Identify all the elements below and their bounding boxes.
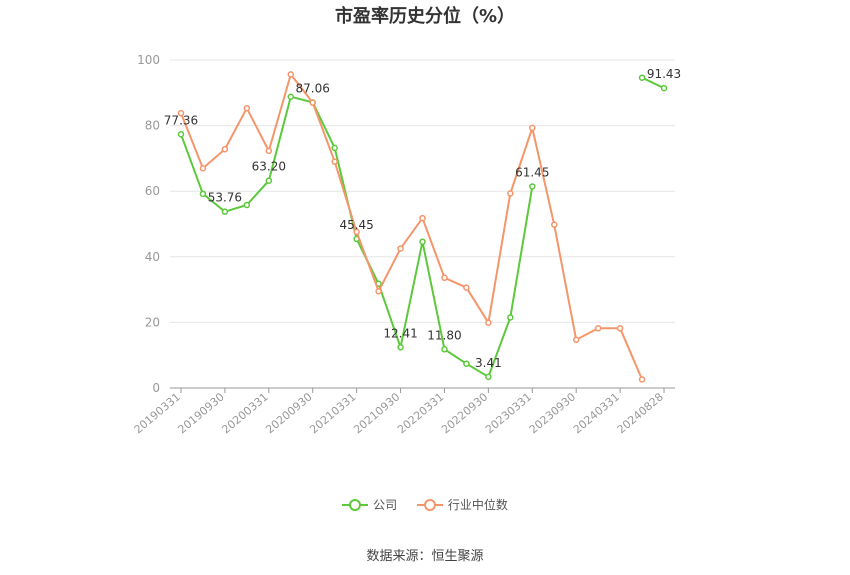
data-point xyxy=(441,346,448,353)
legend-item-industry-median[interactable]: 行业中位数 xyxy=(416,496,508,513)
data-label: 53.76 xyxy=(208,191,242,205)
data-point xyxy=(594,325,602,332)
data-point xyxy=(660,84,668,92)
y-tick-label: 0 xyxy=(152,381,160,395)
series-1 xyxy=(177,71,646,383)
data-label: 61.45 xyxy=(515,165,549,179)
data-point xyxy=(221,145,229,153)
x-tick-label: 20190331 xyxy=(132,390,183,436)
data-point xyxy=(221,208,229,215)
y-tick-label: 60 xyxy=(145,184,160,198)
x-tick-label: 20190930 xyxy=(176,390,227,436)
data-point xyxy=(397,344,404,351)
data-point xyxy=(353,228,360,236)
series-group xyxy=(177,71,668,383)
data-point xyxy=(397,245,404,252)
data-point xyxy=(331,158,338,165)
data-point xyxy=(638,376,646,383)
legend-label-company: 公司 xyxy=(373,498,398,512)
data-point xyxy=(529,124,536,132)
legend-label-industry-median: 行业中位数 xyxy=(447,498,508,512)
data-point xyxy=(177,109,185,117)
legend-marker-company-icon xyxy=(342,498,369,511)
data-label: 3.41 xyxy=(475,356,502,370)
data-point xyxy=(638,74,646,81)
data-point xyxy=(309,99,316,106)
grid-lines xyxy=(170,59,675,323)
y-tick-label: 100 xyxy=(137,53,160,67)
data-point xyxy=(550,221,558,228)
x-tick-label: 20230930 xyxy=(527,390,578,436)
legend-item-company[interactable]: 公司 xyxy=(342,496,397,513)
x-tick-label: 20210930 xyxy=(351,390,402,436)
data-label: 87.06 xyxy=(296,81,330,95)
x-tick-label: 20210331 xyxy=(307,390,358,436)
series-line xyxy=(641,76,665,90)
data-point xyxy=(287,71,295,78)
legend: 公司 行业中位数 xyxy=(0,496,850,515)
data-point xyxy=(265,147,273,155)
y-tick-label: 40 xyxy=(145,250,160,264)
data-point xyxy=(419,238,426,245)
data-point xyxy=(287,93,295,100)
data-point xyxy=(243,104,251,112)
data-label: 63.20 xyxy=(252,160,286,174)
x-tick-label: 20220331 xyxy=(395,390,446,436)
data-point xyxy=(572,336,580,344)
source-note: 数据来源：恒生聚源 xyxy=(366,549,484,564)
data-point xyxy=(463,284,470,291)
series-line xyxy=(180,72,644,380)
data-point xyxy=(419,214,426,222)
data-point xyxy=(375,287,382,295)
legend-marker-industry-icon xyxy=(416,498,443,511)
data-point xyxy=(177,131,185,138)
y-tick-label: 80 xyxy=(145,119,160,133)
data-point xyxy=(463,360,470,367)
data-point xyxy=(331,144,338,152)
data-point xyxy=(199,164,207,172)
data-point xyxy=(265,177,273,184)
data-point xyxy=(485,373,492,381)
data-point xyxy=(616,325,624,332)
data-point xyxy=(485,319,492,326)
data-point xyxy=(529,183,536,190)
x-tick-label: 20200331 xyxy=(219,390,270,436)
data-label: 11.80 xyxy=(427,328,461,342)
data-labels: 77.36 53.76 63.20 87.06 45.45 12.41 11.80 3.41 6… xyxy=(164,67,681,370)
data-point xyxy=(441,274,448,282)
series-0 xyxy=(177,74,668,381)
data-label: 77.36 xyxy=(164,113,198,127)
x-tick-label: 20220930 xyxy=(439,390,490,436)
data-label: 45.45 xyxy=(339,218,373,232)
x-tick-label: 20240828 xyxy=(615,390,666,436)
x-tick-label: 20240331 xyxy=(571,390,622,436)
y-tick-label: 20 xyxy=(145,315,160,329)
data-point xyxy=(507,190,514,197)
data-point xyxy=(199,190,207,198)
data-point xyxy=(243,201,251,209)
chart-title: 市盈率历史分位（%） xyxy=(334,6,516,27)
data-label: 91.43 xyxy=(647,67,681,81)
data-label: 12.41 xyxy=(383,326,417,340)
x-tick-label: 20230331 xyxy=(483,390,534,436)
x-tick-label: 20200930 xyxy=(263,390,314,436)
data-point xyxy=(507,314,514,321)
